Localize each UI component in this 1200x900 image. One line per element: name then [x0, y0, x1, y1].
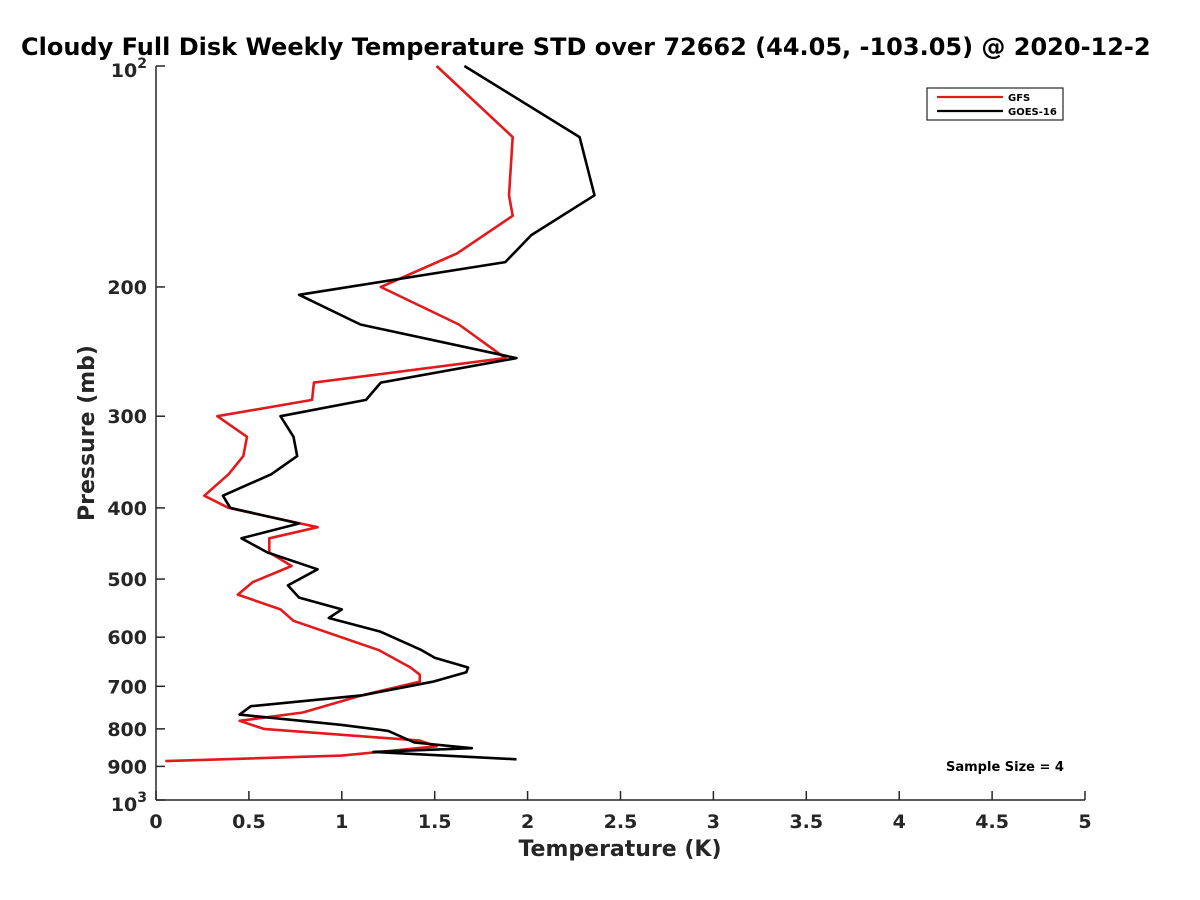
x-tick-label: 3	[707, 811, 720, 833]
chart-title: Cloudy Full Disk Weekly Temperature STD …	[21, 33, 1151, 61]
series-line-gfs	[165, 65, 515, 763]
x-axis-ticks: 0 0.5 1 1.5 2 2.5 3 3.5 4 4.5 5	[149, 791, 1092, 833]
legend-label-gfs: GFS	[1008, 93, 1030, 104]
x-tick-label: 1	[335, 811, 348, 833]
plot-area: 0 0.5 1 1.5 2 2.5 3 3.5 4 4.5 5 1 0 2 200 300 400 500 600…	[107, 56, 1091, 833]
y-tick-label: 200	[107, 277, 147, 299]
x-tick-label: 4.5	[975, 811, 1009, 833]
x-tick-label: 0.5	[232, 811, 266, 833]
sample-size-annotation: Sample Size = 4	[946, 760, 1064, 775]
y-tick-label: 800	[107, 719, 147, 741]
y-axis-label: Pressure (mb)	[75, 345, 100, 521]
x-tick-label: 1.5	[418, 811, 452, 833]
y-tick-label: 700	[107, 676, 147, 698]
x-tick-label: 4	[893, 811, 906, 833]
x-tick-label: 3.5	[789, 811, 823, 833]
x-tick-label: 2.5	[604, 811, 638, 833]
series-layer	[165, 64, 596, 763]
y-tick-label: 103	[111, 790, 147, 816]
y-tick-label: 900	[107, 756, 147, 778]
legend-box	[926, 87, 1064, 121]
series-line-goes16	[221, 64, 596, 761]
y-tick-label: 600	[107, 627, 147, 649]
y-tick-label: 300	[107, 406, 147, 428]
y-tick-label: 400	[107, 498, 147, 520]
y-tick-label: 500	[107, 569, 147, 591]
x-tick-label: 5	[1078, 811, 1091, 833]
legend: GFS GOES-16	[926, 87, 1064, 121]
x-tick-label: 2	[521, 811, 534, 833]
x-axis-label: Temperature (K)	[518, 837, 721, 862]
x-tick-label: 0	[149, 811, 162, 833]
legend-label-goes16: GOES-16	[1008, 107, 1057, 118]
